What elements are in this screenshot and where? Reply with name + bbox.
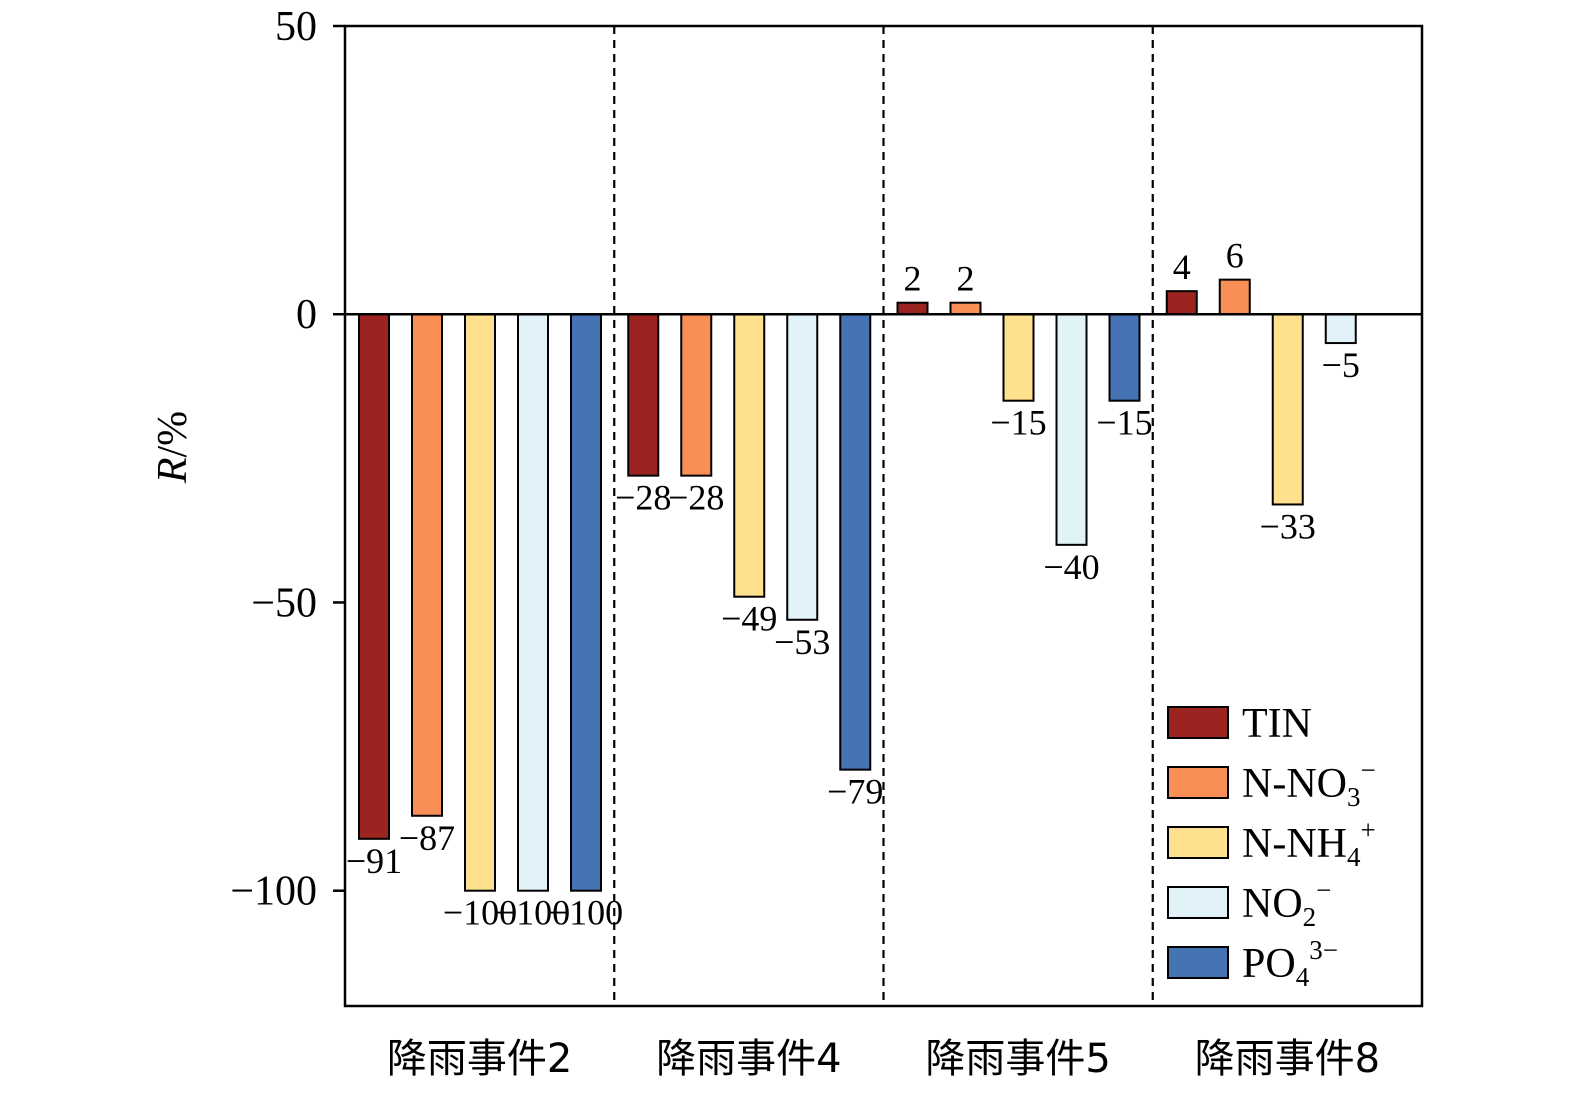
data-label: −40 [1043,547,1099,587]
plot-frame [343,24,1424,1008]
category-label: 降雨事件2 [387,1036,572,1082]
group-separators [613,26,1154,1006]
y-axis-title-var: R [150,458,196,485]
bar [627,313,660,477]
bar [1165,290,1198,316]
bar [358,313,390,840]
bar [680,313,713,477]
data-label: 2 [904,259,922,299]
data-label: 4 [1173,247,1191,287]
data-label: −100 [549,893,623,933]
data-label: −5 [1322,345,1360,385]
legend-label: NO2− [1242,875,1331,932]
y-tick-label: −50 [251,580,317,626]
data-label: −15 [990,403,1046,443]
y-tick-label: 0 [296,292,317,338]
bar [1108,313,1141,402]
legend-swatch [1167,886,1229,919]
bar [1055,313,1088,546]
data-label: −87 [399,818,455,858]
data-label: −100 [443,893,517,933]
data-label: −49 [721,599,777,639]
bar [896,301,929,316]
legend-label: N-NH4+ [1242,815,1376,872]
legend-label: TIN [1242,701,1312,747]
bar [570,313,602,892]
legend-swatch [1167,826,1229,859]
category-label: 降雨事件5 [925,1036,1110,1082]
bar [464,313,496,892]
bar [733,313,766,598]
data-label: −33 [1260,506,1316,546]
bar [1271,313,1304,506]
y-tick-label: −100 [230,869,317,915]
bar [949,301,982,316]
data-label: 6 [1226,236,1244,276]
legend: TIN N-NO3−N-NH4+NO2−PO43− [1167,701,1376,992]
y-axis-ticks: 50 0 −50 −100 [230,4,345,915]
data-labels: −91 −28 2 4 −87 −28 2 6 −100 −49 −15 −33 −100 −53 −40 −… [346,236,1360,933]
data-label: −79 [827,772,883,812]
legend-swatch [1167,946,1229,979]
data-label: −53 [774,622,830,662]
category-label: 降雨事件4 [656,1036,841,1082]
data-label: −15 [1096,403,1152,443]
bar [786,313,819,621]
data-label: 2 [957,259,975,299]
bar [1002,313,1035,402]
data-label: −100 [496,893,570,933]
bars [358,278,1357,892]
bar [1324,313,1357,345]
data-label: −28 [668,478,724,518]
legend-swatch [1167,706,1229,739]
bar [411,313,443,817]
legend-label: N-NO3− [1242,755,1376,812]
data-label: −91 [346,841,402,881]
legend-label: PO43− [1242,935,1338,992]
y-tick-label: 50 [275,4,317,50]
bar [839,313,872,771]
legend-swatch [1167,766,1229,799]
y-axis-title-unit: /% [150,411,196,458]
bar [517,313,549,892]
data-label: −28 [615,478,671,518]
category-label: 降雨事件8 [1195,1036,1380,1082]
x-axis-categories: 降雨事件2 降雨事件4 降雨事件5 降雨事件8 [387,1036,1380,1082]
y-axis-title: R/% [150,411,196,484]
bar [1218,278,1251,316]
